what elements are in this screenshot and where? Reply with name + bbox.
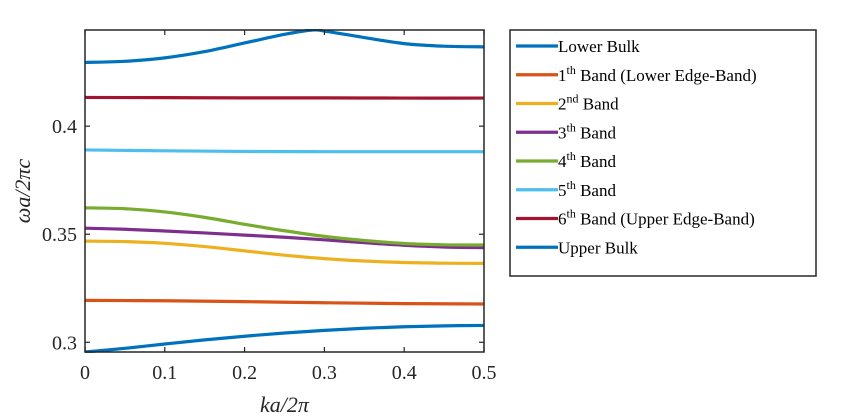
x-tick-label: 0.3: [312, 362, 337, 384]
legend-box: [509, 29, 817, 277]
x-tick-label: 0.1: [152, 362, 177, 384]
series-line-upper-bulk: [85, 29, 484, 65]
series-line-6th-band-upper-edge-band: [85, 95, 484, 100]
plot-area: [85, 30, 484, 352]
legend-label: 5th Band: [558, 178, 616, 200]
legend-entry-1th-band-lower-edge-band: 1th Band (Lower Edge-Band): [516, 63, 757, 85]
x-tick-label: 0.4: [392, 362, 417, 384]
legend-label: 3th Band: [558, 120, 616, 142]
series-line-lower-bulk: [85, 323, 484, 353]
plot-background: [85, 30, 484, 352]
series-layer: [85, 29, 484, 353]
legend-entry-upper-bulk: Upper Bulk: [516, 238, 638, 257]
legend-label: Upper Bulk: [558, 238, 638, 257]
y-axis-label: ωa/2πc: [10, 159, 35, 224]
series-line-5th-band: [85, 148, 484, 154]
series-line-3th-band: [85, 226, 484, 250]
tick-labels: 0 0.1 0.2 0.3 0.4 0.5 0.3 0.35 0.4: [42, 116, 497, 384]
x-tick-label: 0.5: [472, 362, 497, 384]
legend-entry-5th-band: 5th Band: [516, 178, 616, 200]
y-tick-label: 0.35: [42, 224, 77, 246]
legend-entry-lower-bulk: Lower Bulk: [516, 37, 640, 56]
y-tick-label: 0.3: [52, 332, 77, 354]
series-line-2nd-band: [85, 239, 484, 265]
legend-label: 1th Band (Lower Edge-Band): [558, 63, 757, 85]
legend-label: 6th Band (Upper Edge-Band): [558, 207, 755, 229]
legend-entry-4th-band: 4th Band: [516, 149, 616, 171]
x-axis-label: ka/2π: [260, 392, 310, 417]
axes-box: [84, 29, 485, 353]
x-tick-label: 0: [80, 362, 90, 384]
series-line-4th-band: [85, 206, 484, 247]
y-tick-label: 0.4: [52, 116, 77, 138]
legend: Lower Bulk 1th Band (Lower Edge-Band) 2nd …: [509, 29, 817, 277]
legend-entry-3th-band: 3th Band: [516, 120, 616, 142]
legend-label: 2nd Band: [558, 92, 619, 114]
axes: [84, 29, 485, 353]
x-tick-label: 0.2: [232, 362, 257, 384]
legend-entry-6th-band-upper-edge-band: 6th Band (Upper Edge-Band): [516, 207, 755, 229]
series-line-1th-band-lower-edge-band: [85, 298, 484, 306]
legend-entry-2nd-band: 2nd Band: [516, 92, 619, 114]
legend-label: Lower Bulk: [558, 37, 640, 56]
legend-label: 4th Band: [558, 149, 616, 171]
